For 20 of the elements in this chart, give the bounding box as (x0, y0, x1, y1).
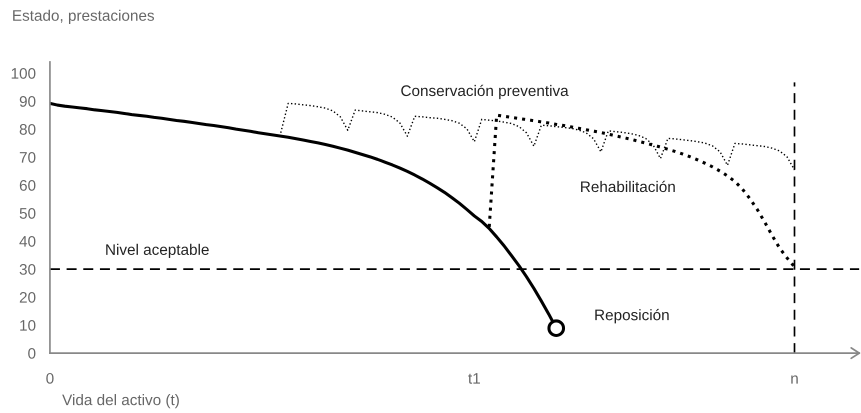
y-tick-label: 10 (20, 320, 36, 331)
y-tick-label: 0 (28, 348, 36, 359)
x-axis-title: Vida del activo (t) (62, 394, 179, 408)
y-axis-title: Estado, prestaciones (13, 10, 154, 24)
y-tick-label: 40 (19, 236, 36, 247)
y-tick-label: 60 (20, 180, 36, 191)
y-tick-label: 90 (20, 96, 36, 107)
y-tick-label: 80 (20, 124, 36, 135)
annotation: Rehabilitación (581, 180, 675, 192)
x-tick-label: t1 (468, 373, 480, 384)
x-tick-label: n (791, 375, 798, 384)
annotation: Conservación preventiva (401, 84, 569, 100)
y-tick-label: 70 (20, 152, 36, 163)
y-tick-label: 100 (12, 68, 36, 79)
x-tick-label: 0 (46, 372, 54, 384)
y-tick-label: 30 (20, 264, 36, 275)
annotation: Reposición (595, 308, 669, 324)
ref-line-label: Nivel aceptable (106, 244, 209, 258)
y-tick-label: 20 (20, 292, 36, 303)
y-tick-label: 50 (20, 208, 36, 219)
